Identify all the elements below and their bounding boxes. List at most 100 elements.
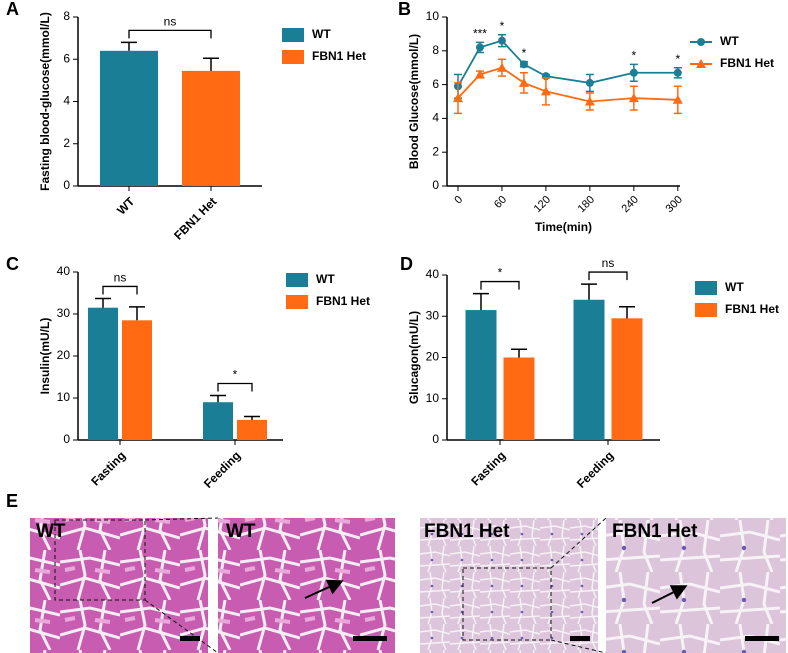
x-tick-label: 0: [452, 194, 465, 207]
error-bar: [203, 57, 219, 71]
image-label: FBN1 Het: [424, 521, 510, 542]
histology-image: [606, 518, 786, 653]
significance-label: ns: [114, 271, 127, 285]
significance-label: *: [632, 48, 637, 62]
significance-label: *: [500, 19, 505, 33]
scale-bar: [353, 636, 387, 641]
marker: [540, 86, 551, 96]
legend-swatch: [695, 281, 717, 295]
significance-label: ***: [473, 27, 487, 41]
scale-bar: [745, 636, 779, 641]
error-bar: [244, 415, 260, 420]
legend-swatch: [286, 273, 308, 287]
bar: [573, 299, 605, 440]
x-tick-label: Feeding: [201, 448, 243, 490]
y-tick-label: 30: [426, 308, 440, 322]
error-bar: [210, 394, 226, 403]
error-bar: [95, 297, 111, 308]
y-tick-label: 6: [432, 77, 439, 91]
y-tick-label: 40: [426, 267, 440, 281]
scale-bar: [180, 636, 200, 641]
y-tick-label: 8: [63, 9, 70, 23]
y-axis-label: Insulin(mU/L): [38, 318, 52, 395]
error-bar: [121, 41, 137, 51]
marker: [452, 93, 463, 103]
scale-bar: [570, 636, 590, 641]
y-tick-label: 0: [432, 432, 439, 446]
panel-label: E: [6, 491, 18, 511]
histology-image: [30, 518, 208, 653]
marker: [474, 69, 485, 79]
y-tick-label: 10: [426, 9, 440, 23]
significance-label: ns: [164, 15, 177, 29]
histology-image: [420, 518, 598, 653]
histology-image: [218, 518, 395, 653]
legend-label: FBN1 Het: [720, 56, 774, 70]
x-tick-label: WT: [114, 194, 138, 218]
y-axis-label: Blood Glucose(mmol/L): [407, 34, 421, 169]
marker: [629, 68, 638, 77]
bar: [611, 318, 643, 440]
image-label: WT: [36, 521, 66, 542]
arrow: [651, 585, 688, 604]
legend-label: WT: [316, 272, 335, 286]
significance-bracket: [480, 280, 520, 290]
panel-label: A: [6, 0, 19, 19]
significance-bracket: [128, 29, 212, 39]
y-tick-label: 2: [432, 144, 439, 158]
legend-label: FBN1 Het: [725, 302, 779, 316]
significance-label: *: [522, 46, 527, 60]
significance-bracket: [588, 271, 628, 281]
significance-bracket: [217, 382, 253, 392]
x-tick-label: Fasting: [88, 448, 128, 488]
error-bar: [129, 306, 145, 321]
bar: [503, 357, 535, 440]
y-tick-label: 10: [426, 391, 440, 405]
x-tick-label: Fasting: [468, 448, 508, 488]
y-tick-label: 10: [57, 390, 71, 404]
line: [457, 66, 678, 103]
legend-swatch: [282, 28, 304, 42]
legend-label: WT: [725, 280, 744, 294]
bar: [237, 419, 267, 440]
y-tick-label: 0: [63, 178, 70, 192]
marker: [673, 68, 682, 77]
bar: [88, 307, 118, 440]
x-tick-label: 180: [576, 194, 597, 215]
x-tick-label: Feeding: [574, 448, 616, 490]
legend-label: FBN1 Het: [312, 49, 366, 63]
marker: [696, 59, 706, 68]
significance-label: *: [233, 368, 238, 382]
image-label: WT: [226, 521, 256, 542]
significance-label: ns: [602, 256, 615, 270]
bar: [100, 50, 158, 186]
legend-swatch: [282, 50, 304, 64]
legend-swatch: [695, 303, 717, 317]
marker: [518, 77, 529, 87]
y-tick-label: 40: [57, 264, 71, 278]
y-tick-label: 8: [432, 43, 439, 57]
panel-label: D: [400, 254, 413, 274]
zoom-line: [144, 517, 219, 653]
error-bar: [619, 306, 635, 319]
y-tick-label: 20: [426, 350, 440, 364]
zoom-line: [550, 517, 607, 653]
error-bar: [581, 283, 597, 300]
x-tick-label: 300: [664, 194, 685, 215]
marker: [519, 60, 528, 69]
bar: [182, 70, 240, 186]
panel-label: B: [398, 0, 411, 19]
x-tick-label: 240: [620, 194, 641, 215]
image-label: FBN1 Het: [612, 521, 698, 542]
y-tick-label: 30: [57, 306, 71, 320]
marker: [584, 96, 595, 106]
zoom-box: [54, 519, 146, 601]
y-tick-label: 4: [432, 111, 439, 125]
marker: [628, 93, 639, 103]
significance-label: *: [675, 52, 680, 66]
marker: [497, 36, 506, 45]
significance-bracket: [102, 285, 138, 295]
line: [457, 39, 678, 87]
arrow: [304, 579, 344, 599]
